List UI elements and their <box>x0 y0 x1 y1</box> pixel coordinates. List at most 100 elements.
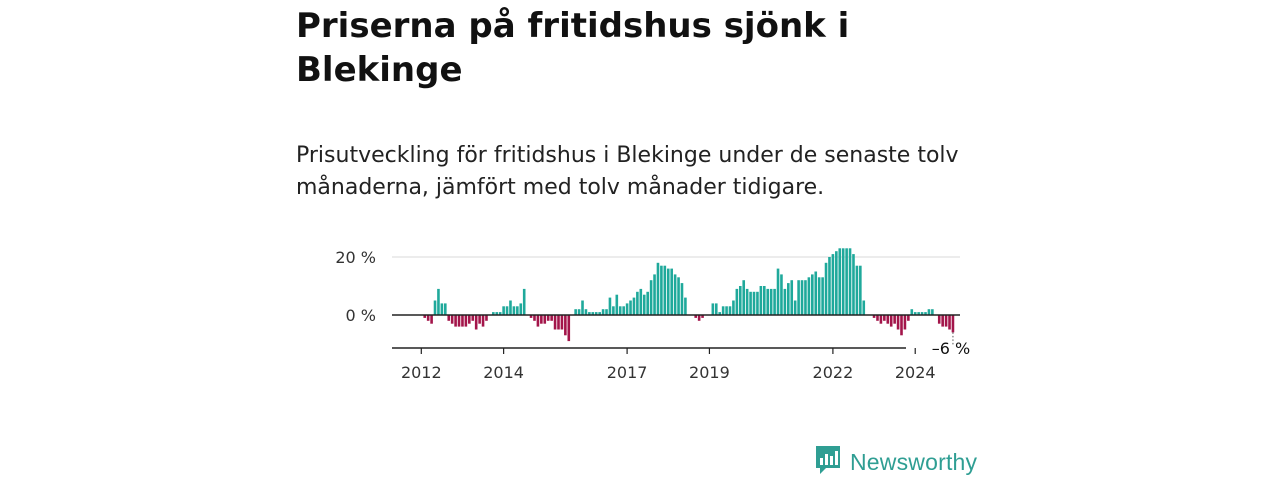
bar <box>498 312 502 315</box>
bar <box>903 315 907 330</box>
bar <box>670 268 673 315</box>
bar <box>464 315 468 327</box>
newsworthy-logo: Newsworthy <box>814 446 977 478</box>
bar <box>759 286 763 315</box>
bar <box>656 262 660 315</box>
bar <box>509 300 512 315</box>
bar <box>845 248 848 315</box>
x-tick-label: 2017 <box>607 363 648 382</box>
bar <box>852 254 855 315</box>
bar <box>841 248 845 315</box>
bar <box>646 291 649 315</box>
bar <box>632 297 636 315</box>
bar <box>725 306 728 315</box>
bar <box>478 315 481 324</box>
bar <box>471 315 475 321</box>
last-value-label: –6 % <box>932 339 970 358</box>
bar <box>872 315 876 318</box>
newsworthy-logo-text: Newsworthy <box>850 448 978 475</box>
bar <box>440 303 444 315</box>
bar <box>879 315 883 324</box>
bar <box>433 300 437 315</box>
bar <box>577 309 581 315</box>
bar <box>937 315 941 324</box>
bar <box>608 297 612 315</box>
bar <box>711 303 715 315</box>
bar <box>913 312 917 315</box>
bar <box>584 309 588 315</box>
bar <box>505 306 509 315</box>
bar <box>540 315 543 324</box>
bar <box>776 268 780 315</box>
bar <box>931 309 934 315</box>
bar <box>468 315 471 324</box>
bar <box>430 315 433 324</box>
bar <box>629 300 632 315</box>
bar <box>745 288 749 315</box>
bar <box>560 315 564 330</box>
bar <box>660 265 663 315</box>
bar <box>591 312 595 315</box>
bar <box>642 294 646 315</box>
bar <box>756 291 759 315</box>
bar <box>533 315 536 321</box>
bar <box>735 288 739 315</box>
bar <box>492 312 495 315</box>
bar <box>900 315 903 336</box>
bar <box>835 251 838 315</box>
bar <box>618 306 622 315</box>
bar <box>763 286 766 315</box>
bar <box>546 315 550 321</box>
bar <box>536 315 540 327</box>
x-tick-label: 2019 <box>689 363 730 382</box>
bar <box>783 288 787 315</box>
bar <box>811 274 814 315</box>
bar <box>502 306 505 315</box>
bar <box>951 315 955 333</box>
x-tick-label: 2014 <box>483 363 524 382</box>
bar <box>907 315 910 321</box>
bar <box>485 315 488 321</box>
bar <box>721 306 725 315</box>
bar <box>780 274 783 315</box>
bar <box>752 291 756 315</box>
chart-subtitle: Prisutveckling för fritidshus i Blekinge… <box>296 143 959 200</box>
bar <box>920 312 924 315</box>
bar <box>807 277 811 315</box>
bar <box>742 280 746 315</box>
y-tick-label: 0 % <box>346 306 376 325</box>
bar <box>581 300 584 315</box>
bar <box>553 315 557 330</box>
bar <box>567 315 571 342</box>
bar <box>612 306 615 315</box>
bar <box>444 303 447 315</box>
bar <box>817 277 821 315</box>
bar <box>588 312 591 315</box>
x-tick-label: 2012 <box>401 363 442 382</box>
bar <box>622 306 625 315</box>
axes <box>392 314 960 354</box>
bar <box>910 309 914 315</box>
bar <box>944 315 948 327</box>
bar <box>519 303 523 315</box>
bar <box>663 265 667 315</box>
bar <box>714 303 718 315</box>
bar <box>718 312 722 315</box>
bar <box>457 315 461 327</box>
bar <box>814 271 818 315</box>
bar <box>426 315 430 321</box>
bar <box>680 283 684 315</box>
bar <box>450 315 454 324</box>
bar <box>461 315 464 327</box>
bar <box>728 306 732 315</box>
bar <box>889 315 893 327</box>
bar <box>793 300 797 315</box>
bar <box>574 309 577 315</box>
bar <box>917 312 920 315</box>
bar <box>697 315 701 321</box>
bar <box>941 315 944 327</box>
bar <box>649 280 653 315</box>
bar <box>550 315 553 321</box>
bar <box>893 315 896 324</box>
